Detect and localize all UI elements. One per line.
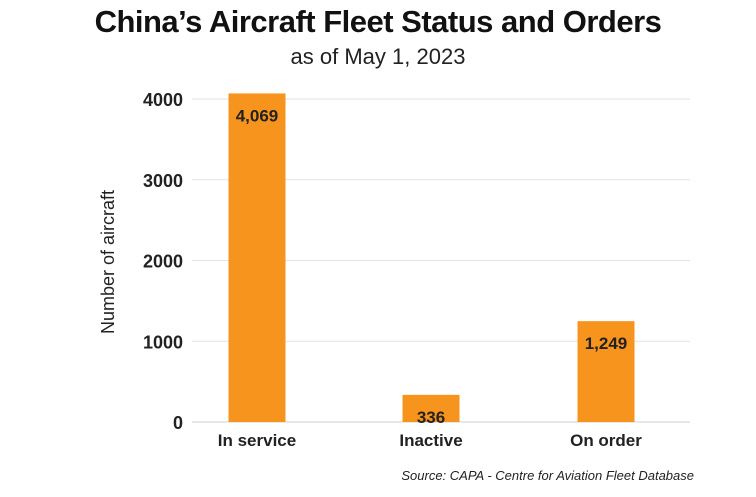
y-tick-label: 4000 <box>143 90 183 110</box>
x-category-label: On order <box>570 431 642 450</box>
x-category-label: Inactive <box>399 431 462 450</box>
chart-title: China’s Aircraft Fleet Status and Orders <box>94 4 662 39</box>
bar <box>228 93 286 422</box>
data-labels: 4,069 336 1,249 <box>236 106 628 426</box>
bar-value-label: 1,249 <box>585 334 628 353</box>
y-axis-ticks: 0 1000 2000 3000 4000 <box>143 90 183 433</box>
x-axis-categories: In service Inactive On order <box>218 431 642 450</box>
y-tick-label: 2000 <box>143 252 183 272</box>
y-axis-label: Number of aircraft <box>98 190 118 334</box>
source-note: Source: CAPA - Centre for Aviation Fleet… <box>401 468 694 483</box>
y-tick-label: 0 <box>173 413 183 433</box>
bars <box>228 93 635 422</box>
bar <box>577 321 635 422</box>
y-tick-label: 3000 <box>143 171 183 191</box>
y-tick-label: 1000 <box>143 332 183 352</box>
chart-subtitle: as of May 1, 2023 <box>290 44 466 69</box>
x-category-label: In service <box>218 431 296 450</box>
bar-value-label: 336 <box>417 408 445 427</box>
bar <box>402 394 460 422</box>
bar-value-label: 4,069 <box>236 106 279 125</box>
